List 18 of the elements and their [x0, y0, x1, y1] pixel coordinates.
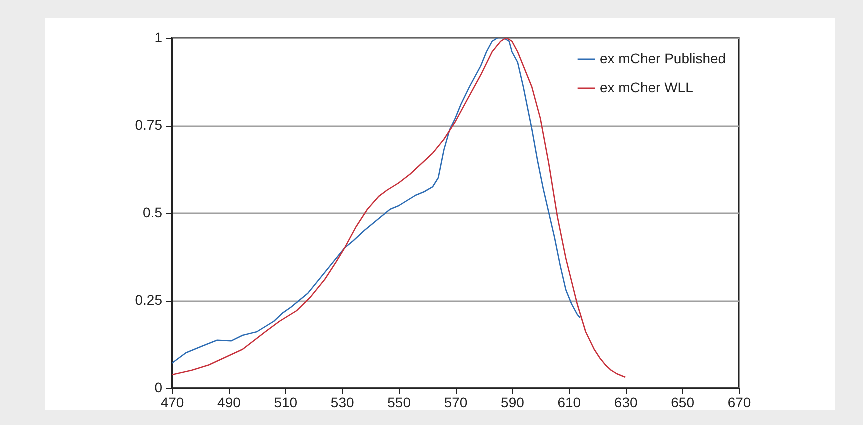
- x-tick-label: 650: [671, 394, 695, 410]
- x-tick-label: 530: [330, 394, 354, 410]
- x-tick-label: 630: [614, 394, 638, 410]
- legend-label: ex mCher WLL: [600, 80, 694, 96]
- x-tick-label: 490: [218, 394, 242, 410]
- y-tick-label: 1: [154, 30, 163, 46]
- x-tick-label: 550: [388, 394, 412, 410]
- x-tick-label: 670: [728, 394, 752, 410]
- y-tick-label: 0.75: [135, 117, 163, 133]
- x-tick-label: 610: [558, 394, 582, 410]
- x-tick-label: 470: [160, 394, 184, 410]
- legend-label: ex mCher Published: [600, 50, 726, 66]
- x-tick-label: 510: [274, 394, 298, 410]
- y-tick-label: 0: [154, 380, 163, 396]
- y-tick-label: 0.5: [143, 204, 163, 220]
- x-tick-label: 590: [501, 394, 525, 410]
- y-tick-label: 0.25: [135, 292, 163, 308]
- x-tick-label: 570: [444, 394, 468, 410]
